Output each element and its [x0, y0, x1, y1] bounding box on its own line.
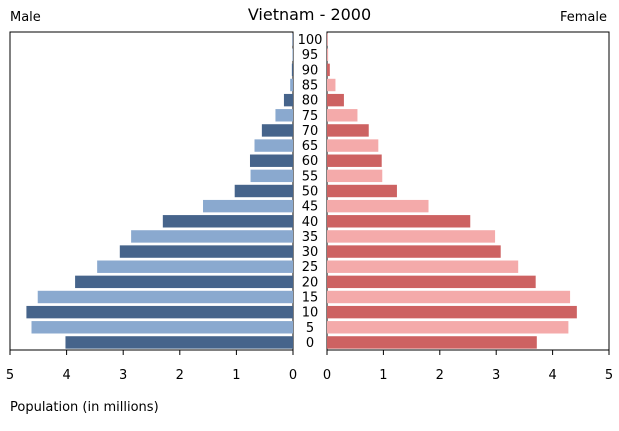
female-bar-5 — [327, 321, 569, 334]
age-label-90: 90 — [302, 63, 319, 78]
male-bar-0 — [65, 336, 293, 349]
female-bar-90 — [327, 63, 330, 77]
male-bar-35 — [131, 230, 293, 243]
age-label-55: 55 — [302, 169, 319, 184]
male-bar-50 — [234, 184, 293, 198]
female-bar-0 — [327, 336, 537, 349]
male-bar-55 — [250, 169, 293, 183]
male-bar-25 — [97, 260, 293, 273]
age-label-5: 5 — [306, 321, 314, 336]
female-bar-25 — [327, 260, 519, 273]
male-x-tick-label-2: 2 — [176, 368, 184, 383]
female-bar-65 — [327, 139, 379, 152]
male-bar-10 — [26, 305, 293, 319]
male-bar-85 — [290, 78, 293, 92]
female-bar-45 — [327, 199, 429, 213]
female-bar-50 — [327, 184, 397, 198]
age-label-30: 30 — [302, 245, 319, 260]
female-bar-10 — [327, 305, 577, 319]
male-x-tick-label-1: 1 — [232, 368, 240, 383]
female-x-tick-label-3: 3 — [492, 368, 500, 383]
age-label-100: 100 — [298, 33, 323, 48]
male-bar-30 — [119, 245, 293, 258]
female-bar-40 — [327, 215, 471, 228]
male-bar-60 — [249, 154, 293, 167]
age-label-65: 65 — [302, 139, 319, 154]
female-bar-80 — [327, 93, 344, 107]
female-bar-55 — [327, 169, 383, 183]
age-label-10: 10 — [302, 306, 319, 321]
age-label-25: 25 — [302, 260, 319, 275]
age-label-50: 50 — [302, 185, 319, 200]
female-x-tick-label-4: 4 — [548, 368, 556, 383]
female-bar-95 — [327, 48, 329, 61]
male-bar-75 — [275, 109, 293, 122]
female-bar-60 — [327, 154, 382, 167]
male-bar-65 — [254, 139, 293, 152]
female-bar-75 — [327, 109, 358, 122]
male-x-tick-label-3: 3 — [119, 368, 127, 383]
male-x-tick-label-0: 0 — [289, 368, 297, 383]
x-axis-label: Population (in millions) — [10, 400, 159, 415]
female-bar-20 — [327, 275, 536, 289]
age-label-15: 15 — [302, 291, 319, 306]
female-bar-30 — [327, 245, 501, 258]
age-label-20: 20 — [302, 275, 319, 290]
age-label-0: 0 — [306, 336, 314, 351]
male-bar-70 — [261, 124, 293, 137]
age-label-80: 80 — [302, 94, 319, 109]
female-x-tick-label-5: 5 — [605, 368, 613, 383]
female-bar-100 — [327, 33, 328, 46]
male-bar-20 — [75, 275, 293, 289]
x-ticks-group: 0 0 1 1 2 2 3 3 4 4 5 5 — [6, 350, 613, 383]
male-x-tick-label-4: 4 — [62, 368, 70, 383]
male-bar-40 — [162, 215, 293, 228]
female-bar-85 — [327, 78, 336, 92]
age-label-75: 75 — [302, 109, 319, 124]
female-x-tick-label-2: 2 — [436, 368, 444, 383]
male-bar-80 — [283, 93, 293, 107]
age-labels-group: 0510152025303540455055606570758085909510… — [298, 33, 323, 351]
male-x-tick-label-5: 5 — [6, 368, 14, 383]
male-bar-100 — [292, 33, 293, 46]
female-bar-70 — [327, 124, 369, 137]
male-bar-5 — [31, 321, 293, 334]
age-label-60: 60 — [302, 154, 319, 169]
chart-title: Vietnam - 2000 — [248, 5, 371, 24]
female-x-tick-label-0: 0 — [323, 368, 331, 383]
female-x-tick-label-1: 1 — [379, 368, 387, 383]
age-label-85: 85 — [302, 79, 319, 94]
female-bar-35 — [327, 230, 496, 243]
female-bar-15 — [327, 290, 571, 304]
age-label-45: 45 — [302, 200, 319, 215]
female-label: Female — [560, 10, 607, 25]
male-bar-45 — [203, 199, 293, 213]
male-bar-15 — [37, 290, 294, 304]
bars-group — [26, 33, 577, 349]
age-label-35: 35 — [302, 230, 319, 245]
male-label: Male — [10, 10, 41, 25]
male-bar-90 — [291, 63, 293, 77]
age-label-40: 40 — [302, 215, 319, 230]
age-label-95: 95 — [302, 48, 319, 63]
male-bar-95 — [292, 48, 293, 61]
age-label-70: 70 — [302, 124, 319, 139]
